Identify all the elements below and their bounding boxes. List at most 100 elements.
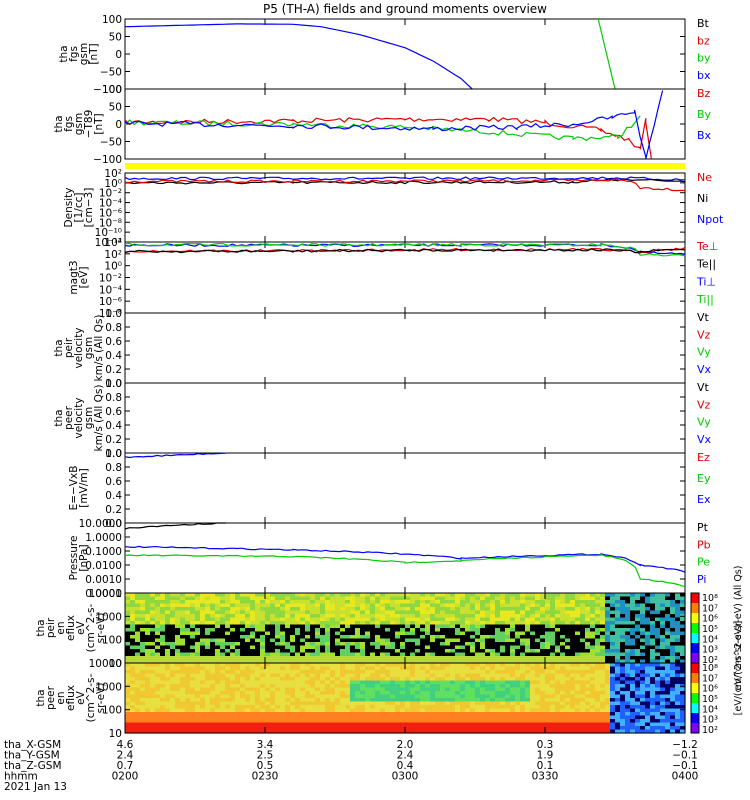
spectrogram-cell [375,691,381,696]
spectrogram-cell [200,670,206,675]
spectrogram-cell [600,677,606,682]
spectrogram-cell [650,698,656,703]
spectrogram-cell [440,628,446,633]
spectrogram-cell [475,596,481,601]
spectrogram-cell [280,642,286,647]
spectrogram-cell [445,663,451,668]
spectrogram-cell [215,603,221,608]
spectrogram-cell [455,600,461,605]
spectrogram-cell [285,600,291,605]
spectrogram-cell [440,624,446,629]
spectrogram-cell [305,691,311,696]
spectrogram-cell [340,729,346,734]
spectrogram-cell [575,638,581,643]
spectrogram-cell [210,729,216,734]
spectrogram-cell [520,656,526,661]
spectrogram-cell [230,621,236,626]
spectrogram-cell [320,680,326,685]
spectrogram-cell [555,642,561,647]
spectrogram-cell [310,631,316,636]
spectrogram-cell [440,698,446,703]
spectrogram-cell [385,631,391,636]
spectrogram-cell [490,645,496,650]
spectrogram-cell [330,607,336,612]
spectrogram-cell [405,614,411,619]
y-tick-label: 0.0100 [85,560,122,572]
spectrogram-cell [525,677,531,682]
spectrogram-cell [650,684,656,689]
spectrogram-cell [185,628,191,633]
spectrogram-cell [135,645,141,650]
spectrogram-cell [445,694,451,699]
spectrogram-cell [395,649,401,654]
spectrogram-cell [440,663,446,668]
legend-entry: Ti|| [696,293,714,306]
spectrogram-cell [370,677,376,682]
spectrogram-cell [160,663,166,668]
spectrogram-cell [405,649,411,654]
spectrogram-cell [265,652,271,657]
spectrogram-cell [195,663,201,668]
spectrogram-cell [230,712,236,717]
spectrogram-cell [610,603,616,608]
spectrogram-cell [135,635,141,640]
spectrogram-cell [420,645,426,650]
spectrogram-cell [440,677,446,682]
spectrogram-cell [615,614,621,619]
spectrogram-cell [355,656,361,661]
spectrogram-cell [210,726,216,731]
spectrogram-cell [155,659,161,664]
spectrogram-cell [170,680,176,685]
spectrogram-cell [675,628,681,633]
spectrogram-cell [185,614,191,619]
spectrogram-cell [385,673,391,678]
spectrogram-cell [575,666,581,671]
spectrogram-cell [470,715,476,720]
spectrogram-cell [510,722,516,727]
spectrogram-cell [205,705,211,710]
spectrogram-cell [520,600,526,605]
spectrogram-cell [360,638,366,643]
spectrogram-cell [550,673,556,678]
spectrogram-cell [250,698,256,703]
spectrogram-cell [130,656,136,661]
spectrogram-cell [640,708,646,713]
spectrogram-cell [180,631,186,636]
spectrogram-cell [210,698,216,703]
spectrogram-cell [560,712,566,717]
spectrogram-cell [455,638,461,643]
spectrogram-cell [575,673,581,678]
spectrogram-cell [565,642,571,647]
spectrogram-cell [565,596,571,601]
spectrogram-cell [380,628,386,633]
spectrogram-cell [510,621,516,626]
spectrogram-cell [205,715,211,720]
spectrogram-cell [145,691,151,696]
spectrogram-cell [250,649,256,654]
spectrogram-cell [565,694,571,699]
spectrogram-cell [460,635,466,640]
spectrogram-cell [150,729,156,734]
spectrogram-cell [480,631,486,636]
spectrogram-cell [365,656,371,661]
spectrogram-cell [620,701,626,706]
spectrogram-cell [425,684,431,689]
spectrogram-cell [255,684,261,689]
spectrogram-cell [300,593,306,598]
spectrogram-cell [185,652,191,657]
legend-entry: Pb [697,538,711,551]
spectrogram-cell [355,715,361,720]
spectrogram-cell [155,610,161,615]
spectrogram-cell [655,600,661,605]
spectrogram-cell [480,680,486,685]
spectrogram-cell [305,614,311,619]
spectrogram-cell [360,677,366,682]
spectrogram-cell [325,593,331,598]
spectrogram-cell [555,712,561,717]
spectrogram-cell [500,719,506,724]
spectrogram-cell [240,621,246,626]
spectrogram-cell [155,701,161,706]
spectrogram-cell [245,663,251,668]
spectrogram-cell [375,659,381,664]
spectrogram-cell [530,708,536,713]
